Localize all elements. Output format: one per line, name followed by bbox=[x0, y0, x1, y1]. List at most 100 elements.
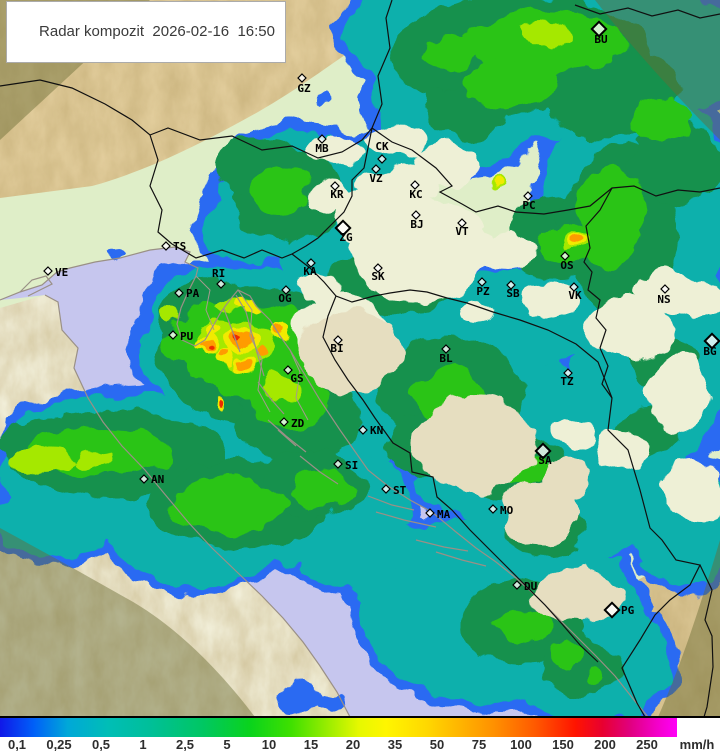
echo-blob-r bbox=[219, 400, 227, 406]
clear-patch bbox=[584, 300, 676, 360]
city-label: GZ bbox=[297, 82, 311, 95]
zg-diamond-icon bbox=[334, 219, 352, 237]
city-label: VE bbox=[55, 266, 68, 279]
city-label: VT bbox=[455, 225, 469, 238]
echo-blob-y1 bbox=[161, 307, 181, 321]
city-label: CK bbox=[375, 140, 389, 153]
city-SK: SK bbox=[371, 263, 385, 283]
echo-blob-o bbox=[567, 238, 579, 246]
country-border bbox=[371, 0, 393, 129]
city-markers: GZ BU MB CK VZ KR KC ZG BJ VT PC OS PZ SB VK NS BG TZ VE TS… bbox=[43, 20, 720, 619]
city-label: OS bbox=[560, 259, 573, 272]
radar-map: GZ BU MB CK VZ KR KC ZG BJ VT PC OS PZ SB VK NS BG TZ VE TS… bbox=[0, 0, 720, 717]
vk-diamond-icon bbox=[569, 282, 579, 292]
city-DU: DU bbox=[512, 580, 538, 593]
city-label: BI bbox=[330, 342, 343, 355]
city-label: SB bbox=[506, 287, 520, 300]
echo-blob-g bbox=[630, 98, 690, 142]
scale-label: 0,1 bbox=[7, 737, 27, 751]
echo-blob-o bbox=[238, 358, 254, 370]
city-label: VK bbox=[568, 289, 582, 302]
clear-patch bbox=[500, 483, 580, 547]
coastline bbox=[277, 429, 297, 447]
mb-diamond-icon bbox=[317, 134, 327, 144]
city-VE: VE bbox=[43, 266, 68, 279]
echo-blob-b bbox=[319, 96, 331, 104]
city-label: ZD bbox=[291, 417, 305, 430]
scale-gradient-bar bbox=[0, 718, 677, 737]
echo-blob-y1 bbox=[264, 375, 300, 401]
clear-patch bbox=[334, 187, 406, 243]
pu-diamond-icon bbox=[168, 330, 178, 340]
country-border bbox=[0, 79, 373, 159]
city-OG: OG bbox=[278, 285, 292, 305]
coverage-shadow bbox=[595, 0, 720, 140]
scale-unit-label: mm/h bbox=[679, 737, 715, 751]
vt-diamond-icon bbox=[457, 218, 467, 228]
city-SB: SB bbox=[506, 280, 520, 300]
ts-diamond-icon bbox=[161, 241, 171, 251]
city-KR: KR bbox=[330, 181, 344, 201]
st-diamond-icon bbox=[381, 484, 391, 494]
echo-blob-g bbox=[422, 39, 474, 71]
bg-diamond-icon bbox=[703, 332, 720, 350]
city-label: PU bbox=[180, 330, 194, 343]
city-ZD: ZD bbox=[279, 417, 305, 430]
city-SI: SI bbox=[333, 459, 358, 472]
bi-diamond-icon bbox=[333, 335, 343, 345]
ka-diamond-icon bbox=[306, 258, 316, 268]
bl-diamond-icon bbox=[441, 344, 451, 354]
scale-label: 150 bbox=[552, 737, 574, 751]
city-VT: VT bbox=[455, 218, 469, 238]
county-line bbox=[289, 349, 309, 421]
bu-diamond-icon bbox=[590, 20, 608, 38]
coastline bbox=[415, 539, 469, 552]
tz-diamond-icon bbox=[563, 368, 573, 378]
echo-blob-g bbox=[580, 668, 604, 684]
si-diamond-icon bbox=[333, 459, 343, 469]
scale-label: 250 bbox=[636, 737, 658, 751]
city-GZ: GZ bbox=[297, 73, 311, 95]
precipitation-layer bbox=[0, 0, 720, 717]
clear-patch bbox=[305, 135, 365, 165]
clear-patch bbox=[475, 232, 535, 268]
city-label: PA bbox=[186, 287, 200, 300]
scale-label: 20 bbox=[345, 737, 361, 751]
city-VK: VK bbox=[568, 282, 582, 302]
gs-diamond-icon bbox=[283, 365, 293, 375]
coastline bbox=[235, 294, 265, 377]
coastline bbox=[435, 551, 487, 567]
coastline bbox=[375, 511, 437, 528]
scale-label: 5 bbox=[223, 737, 231, 751]
clear-patch bbox=[553, 417, 597, 447]
country-border bbox=[149, 134, 173, 245]
city-label: KN bbox=[370, 424, 383, 437]
echo-blob-g bbox=[495, 605, 555, 645]
country-border bbox=[583, 187, 613, 399]
echo-blob-g bbox=[250, 166, 310, 214]
city-label: NS bbox=[657, 293, 670, 306]
scale-label: 50 bbox=[429, 737, 445, 751]
pa-diamond-icon bbox=[174, 288, 184, 298]
city-label: TZ bbox=[560, 375, 574, 388]
city-BI: BI bbox=[330, 335, 344, 355]
country-border bbox=[699, 564, 714, 717]
country-border bbox=[574, 4, 720, 19]
coverage-shadow bbox=[658, 540, 720, 717]
ma-diamond-icon bbox=[425, 508, 435, 518]
scale-label: 1 bbox=[139, 737, 147, 751]
scale-label: 100 bbox=[510, 737, 532, 751]
sb-diamond-icon bbox=[506, 280, 516, 290]
coastline bbox=[299, 455, 339, 485]
echo-blob-y bbox=[232, 297, 246, 307]
an-diamond-icon bbox=[139, 474, 149, 484]
city-label: BL bbox=[439, 352, 453, 365]
clear-patch bbox=[296, 273, 340, 303]
clear-patch bbox=[370, 125, 430, 155]
ri-diamond-icon bbox=[216, 279, 226, 289]
city-label: ST bbox=[393, 484, 407, 497]
city-label: SI bbox=[345, 459, 358, 472]
echo-blob-d bbox=[632, 122, 720, 202]
ve-diamond-icon bbox=[43, 266, 53, 276]
scale-label: 15 bbox=[303, 737, 319, 751]
